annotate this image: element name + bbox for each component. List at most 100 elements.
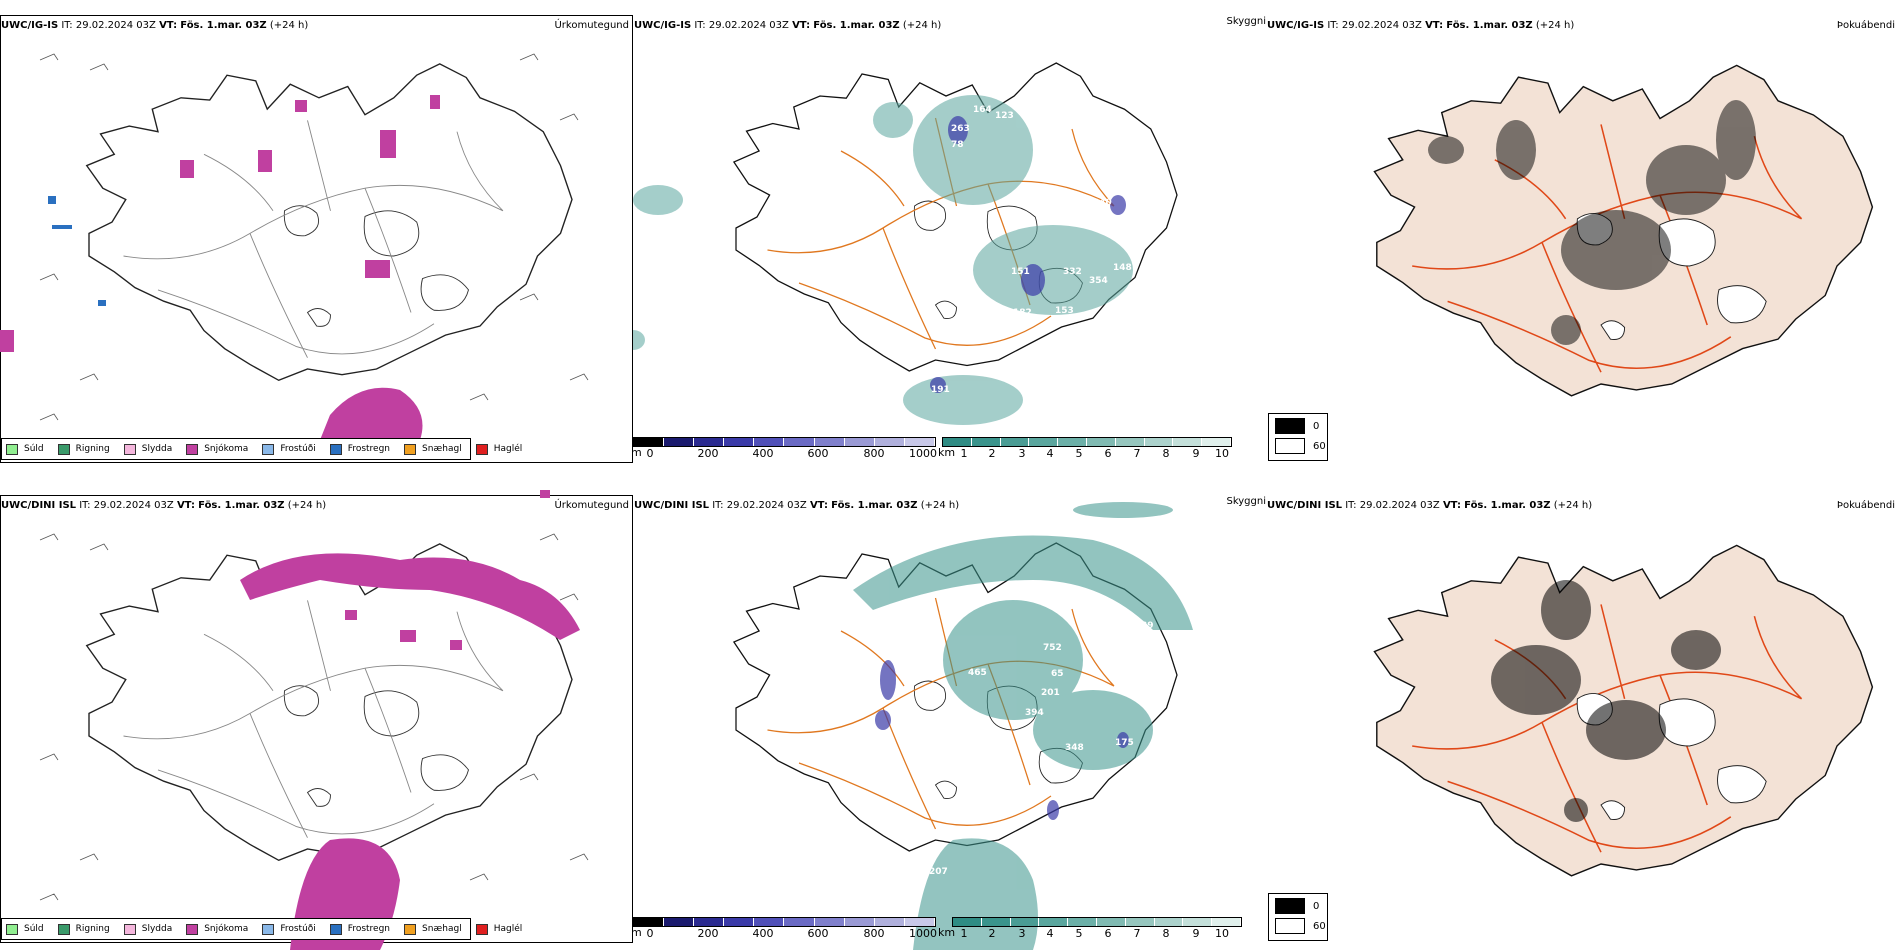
svg-text:65: 65 <box>1051 669 1064 679</box>
svg-text:240: 240 <box>1093 198 1112 208</box>
svg-text:151: 151 <box>1011 267 1030 277</box>
panel-visibility-dini: UWC/DINI ISL IT: 29.02.2024 03Z VT: Fös.… <box>633 480 1266 950</box>
model-name: UWC/IG-IS <box>634 20 692 31</box>
svg-text:191: 191 <box>931 385 950 395</box>
colorbar-ticks: 1 2 3 4 5 6 7 8 9 10 <box>960 927 1230 940</box>
fog-legend-item: 60 <box>1275 438 1326 454</box>
model-name: UWC/DINI ISL <box>1267 500 1343 511</box>
legend-swatch <box>475 443 488 455</box>
legend-item: Súld <box>6 923 44 935</box>
panel-header: UWC/DINI ISL IT: 29.02.2024 03Z VT: Fös.… <box>1 500 327 511</box>
svg-text:39: 39 <box>1141 621 1154 631</box>
legend-item: Frostúði <box>262 923 316 935</box>
vt-time: Fös. 1.mar. 03Z <box>180 20 267 31</box>
svg-text:151: 151 <box>895 718 914 728</box>
map-iceland <box>1373 64 1874 397</box>
snow-areas <box>0 95 440 440</box>
vis-colorbar-km: km 1 2 3 4 5 6 7 8 9 10 <box>938 917 1242 949</box>
colorbar-bar <box>942 437 1232 447</box>
svg-text:534: 534 <box>1085 605 1104 615</box>
map-iceland <box>1373 544 1874 877</box>
legend-item: Snjókoma <box>186 443 248 455</box>
legend-swatch <box>6 443 18 455</box>
legend-swatch <box>262 923 275 935</box>
colorbar-unit: m <box>631 926 642 939</box>
svg-text:175: 175 <box>1115 738 1134 748</box>
svg-text:153: 153 <box>1055 306 1074 316</box>
svg-text:207: 207 <box>929 867 948 877</box>
legend-swatch <box>57 923 70 935</box>
panel-header: UWC/DINI ISL IT: 29.02.2024 03Z VT: Fös.… <box>634 500 960 511</box>
svg-text:263: 263 <box>951 124 970 134</box>
svg-text:201: 201 <box>1041 688 1060 698</box>
panel-fog-ig: UWC/IG-IS IT: 29.02.2024 03Z VT: Fös. 1.… <box>1266 0 1899 470</box>
colorbar-unit: km <box>938 446 956 459</box>
colorbar-bar <box>633 917 936 927</box>
model-name: UWC/IG-IS <box>1 20 59 31</box>
svg-text:202: 202 <box>1046 165 1065 175</box>
legend-item: Slydda <box>123 923 172 935</box>
svg-text:78: 78 <box>951 140 964 150</box>
panel-visibility-ig: UWC/IG-IS IT: 29.02.2024 03Z VT: Fös. 1.… <box>633 0 1266 470</box>
svg-text:164: 164 <box>973 105 992 115</box>
panel-header: UWC/IG-IS IT: 29.02.2024 03Z VT: Fös. 1.… <box>634 20 942 31</box>
legend-swatch <box>186 923 199 935</box>
model-name: UWC/DINI ISL <box>634 500 710 511</box>
rain-areas <box>48 196 106 306</box>
legend-item: Haglél <box>475 923 522 935</box>
legend-swatch <box>123 443 136 455</box>
colorbar-bar <box>633 437 936 447</box>
legend-item: Snjókoma <box>186 923 248 935</box>
legend-swatch <box>57 443 70 455</box>
panel-header: UWC/DINI ISL IT: 29.02.2024 03Z VT: Fös.… <box>1267 500 1593 511</box>
it-label: IT: <box>61 20 73 31</box>
panel-title: Úrkomutegund <box>554 500 629 511</box>
colorbar-ticks: 0 200 400 600 800 1000 <box>646 927 938 940</box>
legend-item: Súld <box>6 443 44 455</box>
it-time: 29.02.2024 03Z <box>75 20 156 31</box>
fog-fields <box>1491 580 1721 822</box>
panel-title: Þokuábendi <box>1836 20 1895 31</box>
svg-text:465: 465 <box>968 668 987 678</box>
panel-title: Skyggni <box>1226 16 1266 27</box>
lead-time: (+24 h) <box>269 20 309 31</box>
svg-text:123: 123 <box>995 111 1014 121</box>
panel-precip-type-dini: UWC/DINI ISL IT: 29.02.2024 03Z VT: Fös.… <box>0 480 633 950</box>
svg-text:394: 394 <box>1025 708 1044 718</box>
legend-swatch <box>186 443 199 455</box>
fog-legend-item: 0 <box>1275 898 1319 914</box>
colorbar-unit: km <box>938 926 956 939</box>
legend-swatch <box>475 923 488 935</box>
map-iceland <box>633 62 1178 425</box>
legend-item: Frostregn <box>329 443 390 455</box>
svg-text:18: 18 <box>913 867 926 877</box>
model-name: UWC/IG-IS <box>1267 20 1325 31</box>
panel-title: Þokuábendi <box>1836 500 1895 511</box>
legend-swatch <box>6 923 18 935</box>
vis-colorbar-m: m 0 200 400 600 800 1000 <box>631 437 937 469</box>
svg-text:354: 354 <box>1089 276 1108 286</box>
fog-legend-item: 0 <box>1275 418 1319 434</box>
panel-precip-type-ig: UWC/IG-IS IT: 29.02.2024 03Z VT: Fös. 1.… <box>0 0 633 470</box>
vis-colorbar-km: km 1 2 3 4 5 6 7 8 9 10 <box>938 437 1232 469</box>
fog-legend-item: 60 <box>1275 918 1326 934</box>
legend-item: Rigning <box>57 443 110 455</box>
map-iceland <box>0 53 589 440</box>
colorbar-bar <box>952 917 1242 927</box>
legend-swatch <box>329 923 342 935</box>
fog-legend: 0 60 <box>1268 893 1328 941</box>
legend-item: Slydda <box>123 443 172 455</box>
colorbar-unit: m <box>631 446 642 459</box>
wind-barbs <box>39 533 589 901</box>
legend-swatch <box>404 443 417 455</box>
legend-swatch <box>329 443 342 455</box>
svg-text:182: 182 <box>1013 308 1032 318</box>
svg-text:35: 35 <box>955 713 968 723</box>
precip-legend: Súld Rigning Slydda Snjókoma Frostúði Fr… <box>1 918 522 940</box>
panel-header: UWC/IG-IS IT: 29.02.2024 03Z VT: Fös. 1.… <box>1 20 308 31</box>
svg-text:148: 148 <box>1113 263 1132 273</box>
model-name: UWC/DINI ISL <box>1 500 77 511</box>
svg-text:752: 752 <box>1043 643 1062 653</box>
legend-item: Haglél <box>475 443 522 455</box>
panel-title: Úrkomutegund <box>554 20 629 31</box>
